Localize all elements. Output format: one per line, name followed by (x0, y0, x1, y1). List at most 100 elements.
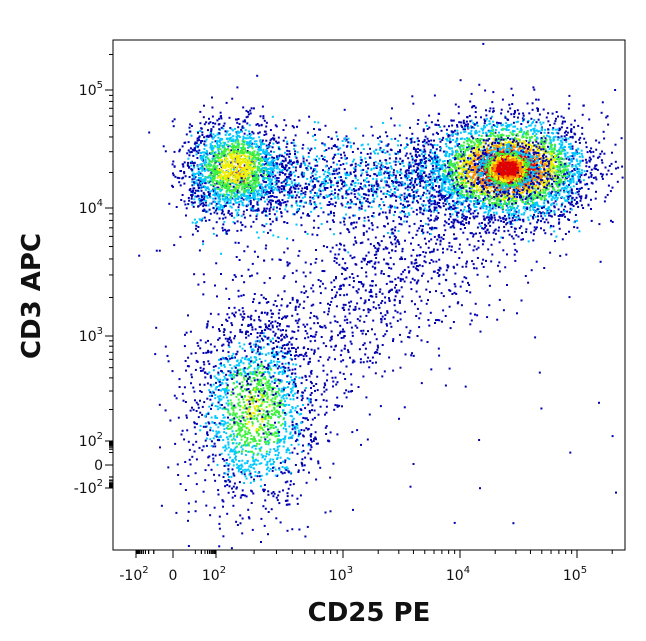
data-point (237, 173, 239, 176)
data-point (280, 155, 283, 157)
data-point (556, 150, 559, 153)
data-point (254, 166, 256, 169)
data-point (238, 173, 241, 176)
data-point (264, 214, 267, 217)
data-point (277, 156, 280, 159)
data-point (148, 131, 151, 134)
data-point (191, 174, 194, 177)
data-point (249, 133, 252, 136)
data-point (243, 169, 246, 172)
data-point (444, 213, 447, 216)
data-point (221, 152, 224, 155)
data-point (327, 169, 330, 172)
data-point (269, 186, 272, 189)
data-point (218, 117, 221, 120)
data-point (267, 177, 270, 180)
data-point (208, 168, 211, 171)
data-point (271, 167, 274, 170)
data-point (232, 151, 235, 154)
data-point (550, 192, 553, 195)
data-point (323, 156, 326, 158)
data-point (441, 160, 444, 163)
data-point (216, 164, 219, 167)
data-point (225, 131, 228, 134)
data-point (234, 190, 237, 192)
data-point (234, 146, 237, 149)
data-point (265, 162, 267, 165)
data-point (210, 151, 213, 154)
data-point (483, 118, 486, 121)
data-point (236, 158, 239, 161)
data-point (372, 215, 375, 218)
data-point (386, 144, 389, 147)
data-point (249, 203, 252, 206)
data-point (576, 201, 578, 203)
data-point (192, 201, 195, 204)
data-point (202, 195, 205, 197)
data-point (291, 194, 293, 197)
data-point (423, 209, 425, 212)
data-point (257, 236, 260, 239)
data-point (601, 161, 604, 164)
data-point (283, 189, 285, 192)
data-point (534, 191, 537, 194)
data-point (266, 168, 269, 170)
data-point (269, 145, 272, 148)
data-point (247, 194, 250, 197)
data-point (453, 156, 456, 159)
data-point (263, 176, 266, 179)
data-point (332, 212, 335, 214)
data-point (313, 184, 316, 186)
data-point (451, 170, 454, 173)
data-point (473, 166, 476, 169)
data-point (461, 126, 464, 129)
data-point (220, 189, 223, 191)
data-point (388, 174, 390, 177)
data-point (191, 180, 194, 183)
data-point (336, 172, 339, 175)
data-point (267, 179, 270, 182)
data-point (372, 186, 375, 189)
data-point (248, 124, 251, 127)
data-point (537, 191, 540, 194)
data-point (223, 146, 226, 149)
data-point (233, 222, 236, 225)
data-point (299, 205, 302, 208)
data-point (510, 226, 513, 228)
data-point (480, 149, 483, 152)
data-point (386, 192, 388, 195)
data-point (282, 139, 285, 142)
data-point (183, 172, 186, 175)
data-point (204, 179, 207, 181)
data-point (234, 150, 237, 153)
data-point (461, 166, 464, 169)
data-point (411, 172, 414, 175)
data-point (461, 183, 463, 186)
data-point (257, 132, 260, 135)
data-point (429, 214, 432, 217)
data-point (593, 167, 596, 170)
data-point (374, 160, 377, 163)
data-point (439, 126, 442, 128)
data-point (381, 211, 384, 214)
data-point (263, 151, 266, 153)
data-point (212, 147, 215, 150)
data-point (236, 139, 239, 142)
data-point (190, 125, 193, 127)
data-point (216, 193, 219, 196)
data-point (470, 125, 473, 128)
data-point (245, 184, 248, 187)
data-point (571, 203, 574, 206)
data-point (261, 224, 264, 227)
data-point (553, 213, 556, 216)
data-point (252, 173, 255, 176)
data-point (434, 163, 437, 166)
data-point (228, 229, 231, 232)
data-point (407, 189, 410, 192)
data-point (280, 161, 283, 164)
data-point (243, 179, 246, 182)
data-point (243, 177, 246, 180)
data-point (424, 222, 427, 225)
data-point (455, 180, 458, 183)
data-point (250, 145, 253, 148)
